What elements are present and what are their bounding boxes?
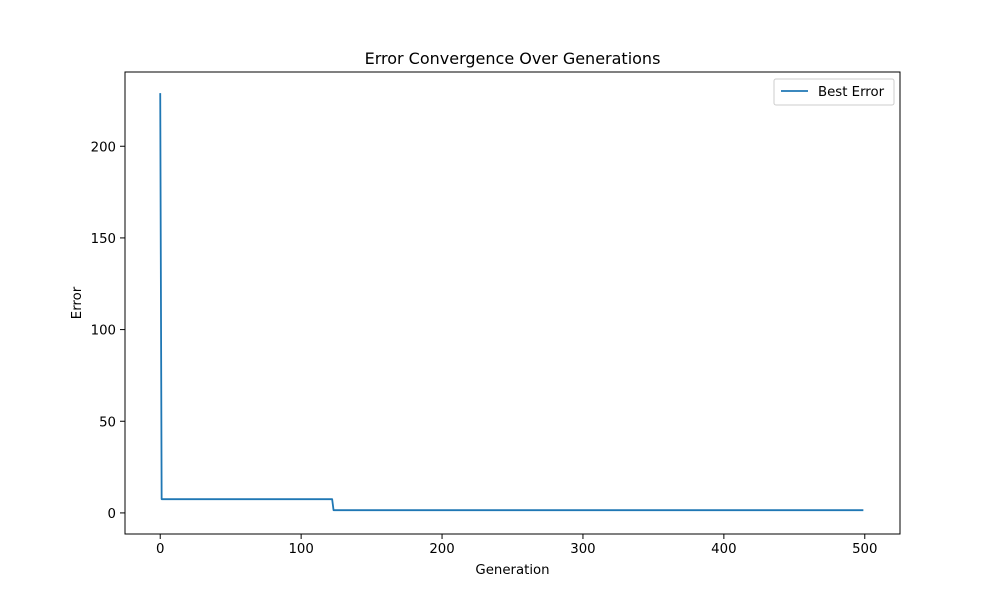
series-line-best-error: [159, 93, 864, 512]
y-tick-label: 50: [99, 415, 116, 430]
x-tick-label: 100: [288, 542, 313, 557]
x-tick-label: 400: [711, 542, 736, 557]
chart-title: Error Convergence Over Generations: [365, 49, 661, 68]
y-axis: 0 50 100 150 200: [91, 140, 125, 522]
legend-frame: [773, 78, 895, 106]
legend: Best Error: [773, 78, 895, 106]
plot-area: [124, 71, 901, 535]
x-tick-label: 0: [156, 542, 164, 557]
x-tick-label: 500: [852, 542, 877, 557]
series-layer: [159, 93, 864, 512]
y-axis-label: Error: [70, 286, 85, 319]
plot-frame: [124, 71, 901, 535]
y-tick-label: 100: [91, 324, 116, 339]
y-tick-label: 150: [91, 232, 116, 247]
x-axis-label: Generation: [475, 563, 549, 578]
x-tick-label: 300: [570, 542, 595, 557]
x-axis: 0 100 200 300 400 500: [156, 534, 877, 557]
legend-entry-best-error: Best Error: [818, 85, 885, 100]
y-tick-label: 200: [91, 140, 116, 155]
x-tick-label: 200: [429, 542, 454, 557]
y-tick-label: 0: [108, 507, 116, 522]
